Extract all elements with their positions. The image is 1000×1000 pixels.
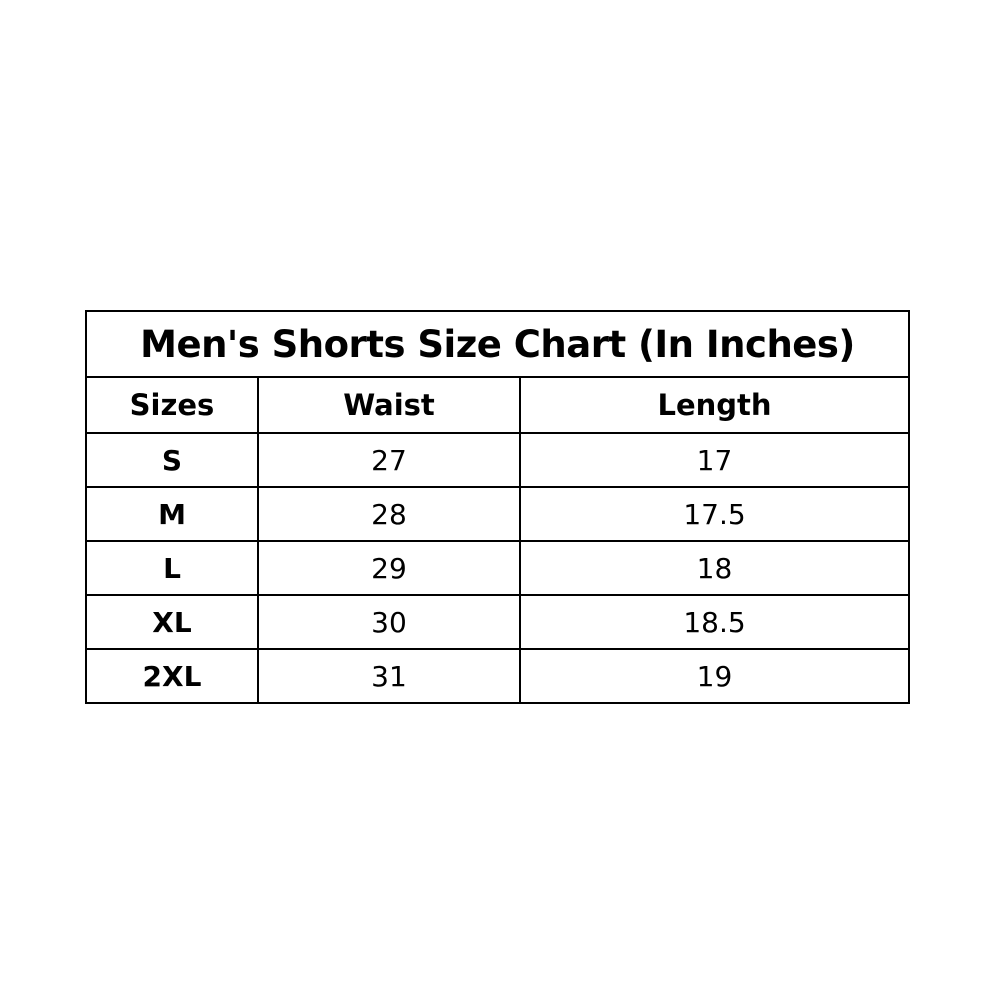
waist-cell: 31 — [257, 648, 521, 704]
chart-title: Men's Shorts Size Chart (In Inches) — [85, 310, 910, 378]
table-row: S 27 17 — [85, 432, 910, 488]
size-chart-table: Men's Shorts Size Chart (In Inches) Size… — [85, 310, 910, 704]
length-cell: 18.5 — [519, 594, 910, 650]
size-cell: 2XL — [85, 648, 259, 704]
length-cell: 17.5 — [519, 486, 910, 542]
size-cell: XL — [85, 594, 259, 650]
size-cell: S — [85, 432, 259, 488]
header-length: Length — [519, 376, 910, 434]
table-row: XL 30 18.5 — [85, 594, 910, 650]
table-row: 2XL 31 19 — [85, 648, 910, 704]
waist-cell: 27 — [257, 432, 521, 488]
table-row: L 29 18 — [85, 540, 910, 596]
length-cell: 19 — [519, 648, 910, 704]
title-row: Men's Shorts Size Chart (In Inches) — [85, 310, 910, 378]
waist-cell: 29 — [257, 540, 521, 596]
header-sizes: Sizes — [85, 376, 259, 434]
header-row: Sizes Waist Length — [85, 376, 910, 434]
length-cell: 17 — [519, 432, 910, 488]
length-cell: 18 — [519, 540, 910, 596]
table-row: M 28 17.5 — [85, 486, 910, 542]
size-cell: M — [85, 486, 259, 542]
header-waist: Waist — [257, 376, 521, 434]
waist-cell: 30 — [257, 594, 521, 650]
waist-cell: 28 — [257, 486, 521, 542]
size-cell: L — [85, 540, 259, 596]
